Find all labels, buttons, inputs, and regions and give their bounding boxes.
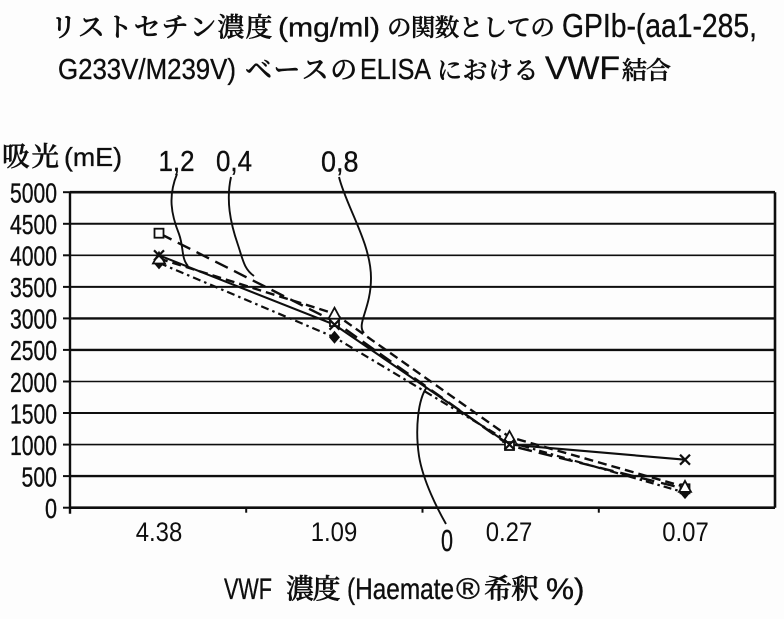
svg-text:1000: 1000	[10, 430, 57, 461]
svg-text:4500: 4500	[10, 209, 57, 240]
svg-text:5000: 5000	[10, 178, 57, 209]
svg-text:0,4: 0,4	[216, 146, 252, 178]
svg-text:ELISA: ELISA	[360, 54, 432, 86]
svg-text:3500: 3500	[10, 272, 57, 303]
svg-text:(mE): (mE)	[64, 142, 122, 172]
svg-text:0.27: 0.27	[486, 517, 533, 547]
svg-text:2500: 2500	[10, 335, 57, 366]
svg-text:1,2: 1,2	[159, 146, 195, 178]
svg-text:2000: 2000	[10, 367, 57, 398]
svg-text:G233V/M239V): G233V/M239V)	[58, 54, 236, 86]
svg-text:500: 500	[22, 461, 58, 492]
svg-text:1500: 1500	[10, 398, 57, 429]
svg-text:®: ®	[456, 573, 480, 606]
svg-text:4000: 4000	[10, 241, 57, 272]
svg-text:GPIb-(aa1-285,: GPIb-(aa1-285,	[562, 7, 757, 44]
svg-text:%): %)	[546, 573, 585, 606]
svg-text:(Haemate: (Haemate	[347, 573, 454, 606]
svg-text:0,8: 0,8	[321, 147, 359, 179]
svg-text:VWF: VWF	[224, 573, 272, 606]
svg-text:0: 0	[45, 493, 57, 524]
svg-text:VWF: VWF	[545, 50, 620, 86]
svg-text:4.38: 4.38	[136, 517, 183, 547]
svg-text:1.09: 1.09	[311, 517, 358, 547]
svg-text:0.07: 0.07	[662, 517, 709, 547]
svg-text:(mg/ml): (mg/ml)	[278, 13, 380, 43]
svg-text:0: 0	[441, 523, 453, 558]
svg-text:3000: 3000	[10, 304, 57, 335]
